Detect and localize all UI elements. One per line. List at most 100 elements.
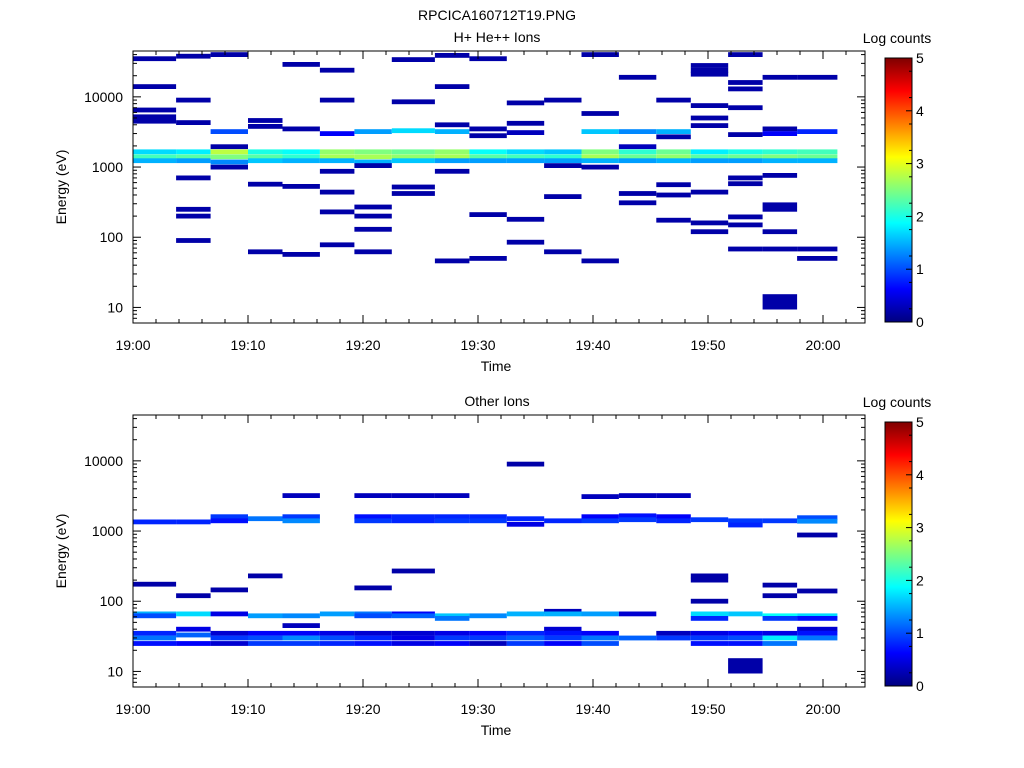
y-tick-label: 100 — [100, 229, 124, 245]
heatmap-cell — [506, 100, 545, 106]
heatmap-cell — [319, 154, 355, 160]
heatmap-cell — [797, 532, 838, 538]
heatmap-cell — [469, 256, 507, 261]
colorbar-tick-label: 3 — [916, 156, 924, 172]
heatmap-cell — [354, 149, 392, 155]
heatmap-cell — [762, 229, 798, 235]
heatmap-cell — [544, 518, 582, 524]
heatmap-cell — [656, 514, 691, 520]
heatmap-cell — [762, 74, 798, 80]
heatmap-cell — [248, 154, 283, 160]
heatmap-cell — [544, 154, 582, 160]
heatmap-cell — [319, 635, 355, 641]
heatmap-cell — [762, 641, 798, 646]
heatmap-cell — [728, 611, 763, 617]
heatmap-cell — [506, 521, 545, 527]
heatmap-cell — [581, 641, 619, 646]
heatmap-cell — [544, 641, 582, 646]
heatmap-cell — [176, 611, 211, 617]
heatmap-cell — [506, 154, 545, 160]
panel-title: Other Ions — [464, 393, 529, 409]
heatmap-cell — [391, 568, 435, 574]
heatmap-cell — [248, 181, 283, 187]
heatmap-cell — [282, 635, 320, 641]
heatmap-cell — [728, 518, 763, 524]
heatmap-cell — [391, 154, 435, 160]
heatmap-cell — [618, 191, 657, 196]
heatmap-cell — [434, 122, 470, 128]
heatmap-cell — [319, 209, 355, 215]
heatmap-cell — [176, 632, 211, 638]
heatmap-cell — [282, 126, 320, 132]
heatmap-cell — [469, 630, 507, 636]
heatmap-cell — [354, 635, 392, 641]
heatmap-cell — [762, 518, 798, 524]
heatmap-cell — [762, 158, 798, 164]
heatmap-cell — [248, 630, 283, 636]
heatmap-cell — [544, 635, 582, 641]
heatmap-cell — [176, 641, 211, 646]
x-tick-label: 19:30 — [460, 701, 495, 717]
heatmap-cell — [176, 213, 211, 219]
x-axis-label: Time — [481, 358, 512, 374]
heatmap-cell — [210, 154, 248, 160]
heatmap-cell — [248, 635, 283, 641]
heatmap-cell — [728, 80, 763, 85]
axes: 19:00 19:10 19:20 19:30 19:40 19:50 20:00 10 100… — [84, 51, 865, 353]
heatmap-cell — [728, 154, 763, 160]
x-tick-label: 20:00 — [805, 701, 840, 717]
heatmap-cell — [210, 630, 248, 636]
axes: 19:00 19:10 19:20 19:30 19:40 19:50 20:00 10 100… — [84, 415, 865, 717]
heatmap-cell — [762, 131, 798, 136]
heatmap-cell — [210, 149, 248, 155]
y-tick-label: 10 — [107, 299, 123, 315]
heatmap-cell — [319, 131, 355, 136]
x-tick-label: 19:20 — [345, 701, 380, 717]
heatmap-cell — [248, 249, 283, 255]
heatmap-cell — [656, 182, 691, 188]
heatmap-cell — [656, 635, 691, 641]
heatmap-cell — [618, 200, 657, 206]
heatmap-cell — [728, 132, 763, 137]
heatmap-cell — [762, 635, 798, 641]
heatmap-cell — [282, 149, 320, 155]
heatmap-cell — [544, 158, 582, 164]
heatmap-cell — [728, 630, 763, 636]
heatmap-cell — [728, 641, 763, 646]
heatmap-cell — [469, 514, 507, 520]
heatmap-cell — [762, 246, 798, 252]
heatmap-cell — [797, 129, 838, 134]
x-axis-label: Time — [481, 722, 512, 738]
heatmap-cell — [319, 149, 355, 155]
colorbar-tick-label: 1 — [916, 625, 924, 641]
heatmap-cell — [656, 630, 691, 636]
heatmap-cell — [434, 518, 470, 524]
heatmap-cell — [506, 130, 545, 135]
heatmap-cells — [133, 52, 838, 310]
heatmap-cell — [728, 222, 763, 228]
heatmap-cell — [319, 168, 355, 174]
heatmap-cell — [176, 120, 211, 125]
colorbar-tick-label: 4 — [916, 467, 924, 483]
x-tick-label: 19:40 — [575, 337, 610, 353]
heatmap-cell — [391, 158, 435, 164]
heatmap-cell — [469, 158, 507, 164]
heatmap-cell — [210, 159, 248, 165]
heatmap-cell — [581, 514, 619, 520]
heatmap-cell — [391, 191, 435, 196]
heatmap-cell — [506, 516, 545, 522]
heatmap-cell — [282, 158, 320, 164]
heatmap-cell — [656, 97, 691, 103]
heatmap-cell — [176, 175, 211, 181]
heatmap-cell — [469, 154, 507, 160]
heatmap-cell — [354, 163, 392, 168]
heatmap-cell — [581, 630, 619, 636]
heatmap-cell — [506, 149, 545, 155]
heatmap-cell — [728, 149, 763, 155]
heatmap-cell — [176, 97, 211, 103]
heatmap-cell — [690, 616, 729, 621]
heatmap-cell — [656, 518, 691, 524]
colorbar-tick-label: 2 — [916, 208, 924, 224]
heatmap-cell — [797, 588, 838, 594]
